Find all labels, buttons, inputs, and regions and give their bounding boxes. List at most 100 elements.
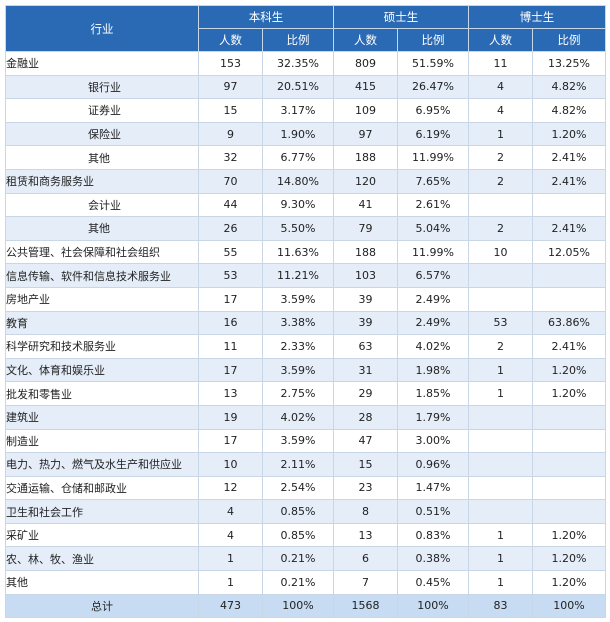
count-cell: 31 (333, 357, 398, 383)
ratio-cell: 9.30% (262, 192, 334, 218)
table-row: 卫生和社会工作 4 0.85% 8 0.51% (5, 499, 606, 524)
ratio-cell: 2.41% (532, 168, 606, 194)
industry-name: 文化、体育和娱乐业 (5, 357, 199, 383)
table-row: 证券业 15 3.17% 109 6.95% 4 4.82% (5, 98, 606, 123)
industry-name: 卫生和社会工作 (5, 499, 199, 524)
industry-name: 交通运输、仓储和邮政业 (5, 475, 199, 501)
table-row: 采矿业 4 0.85% 13 0.83% 1 1.20% (5, 522, 606, 548)
count-cell (468, 404, 533, 430)
ratio-cell: 11.99% (397, 239, 469, 265)
ratio-cell: 3.17% (262, 98, 334, 123)
total-count-cell: 1568 (333, 593, 398, 619)
ratio-cell: 63.86% (532, 310, 606, 336)
industry-name: 建筑业 (5, 404, 199, 430)
ratio-cell: 1.20% (532, 121, 606, 147)
count-cell: 17 (198, 428, 263, 454)
count-cell: 8 (333, 499, 398, 524)
count-cell: 17 (198, 286, 263, 312)
count-cell: 153 (198, 51, 263, 76)
count-cell: 11 (198, 334, 263, 359)
industry-name: 信息传输、软件和信息技术服务业 (5, 263, 199, 288)
count-cell: 39 (333, 310, 398, 336)
ratio-cell: 2.49% (397, 310, 469, 336)
count-cell: 15 (198, 98, 263, 123)
ratio-cell: 4.02% (262, 404, 334, 430)
table-row: 其他 32 6.77% 188 11.99% 2 2.41% (5, 145, 606, 170)
count-cell: 1 (468, 522, 533, 548)
ratio-cell: 2.49% (397, 286, 469, 312)
sub-industry-name: 其他 (5, 145, 199, 170)
count-cell (468, 475, 533, 501)
table-row: 公共管理、社会保障和社会组织 55 11.63% 188 11.99% 10 12.05% (5, 239, 606, 265)
ratio-cell: 2.41% (532, 145, 606, 170)
total-count-cell: 473 (198, 593, 263, 619)
ratio-cell: 0.21% (262, 570, 334, 595)
ratio-cell: 13.25% (532, 51, 606, 76)
count-cell: 1 (468, 570, 533, 595)
table-row: 教育 16 3.38% 39 2.49% 53 63.86% (5, 310, 606, 336)
count-cell: 415 (333, 74, 398, 100)
sub-industry-name: 证券业 (5, 98, 199, 123)
table-row: 文化、体育和娱乐业 17 3.59% 31 1.98% 1 1.20% (5, 357, 606, 383)
count-cell: 7 (333, 570, 398, 595)
count-cell: 9 (198, 121, 263, 147)
header-ratio: 比例 (532, 28, 606, 52)
ratio-cell: 1.47% (397, 475, 469, 501)
table-row: 银行业 97 20.51% 415 26.47% 4 4.82% (5, 74, 606, 100)
count-cell: 1 (198, 546, 263, 572)
count-cell: 12 (198, 475, 263, 501)
total-ratio-cell: 100% (532, 593, 606, 619)
count-cell: 109 (333, 98, 398, 123)
count-cell (468, 499, 533, 524)
ratio-cell: 3.59% (262, 428, 334, 454)
count-cell: 10 (198, 452, 263, 477)
count-cell: 16 (198, 310, 263, 336)
count-cell (468, 452, 533, 477)
ratio-cell: 3.59% (262, 286, 334, 312)
ratio-cell (532, 404, 606, 430)
ratio-cell: 1.20% (532, 381, 606, 406)
ratio-cell: 11.21% (262, 263, 334, 288)
count-cell: 79 (333, 216, 398, 241)
count-cell: 103 (333, 263, 398, 288)
ratio-cell: 2.33% (262, 334, 334, 359)
ratio-cell: 11.63% (262, 239, 334, 265)
ratio-cell: 7.65% (397, 168, 469, 194)
ratio-cell: 2.61% (397, 192, 469, 218)
count-cell: 15 (333, 452, 398, 477)
ratio-cell: 12.05% (532, 239, 606, 265)
header-bachelor: 本科生 (198, 5, 334, 29)
industry-name: 批发和零售业 (5, 381, 199, 406)
count-cell: 11 (468, 51, 533, 76)
count-cell: 1 (468, 381, 533, 406)
ratio-cell: 1.79% (397, 404, 469, 430)
industry-name: 公共管理、社会保障和社会组织 (5, 239, 199, 265)
table-row: 其他 1 0.21% 7 0.45% 1 1.20% (5, 570, 606, 595)
ratio-cell: 0.85% (262, 522, 334, 548)
industry-name: 金融业 (5, 51, 199, 76)
employment-industry-table: 行业 本科生 硕士生 博士生 人数 比例 人数 比例 人数 比例 金融业 153 3… (5, 5, 606, 619)
total-row: 总计 473 100% 1568 100% 83 100% (5, 593, 606, 619)
industry-name: 其他 (5, 570, 199, 595)
ratio-cell: 6.57% (397, 263, 469, 288)
table-row: 信息传输、软件和信息技术服务业 53 11.21% 103 6.57% (5, 263, 606, 288)
ratio-cell: 0.45% (397, 570, 469, 595)
count-cell: 39 (333, 286, 398, 312)
ratio-cell: 5.50% (262, 216, 334, 241)
table-row: 交通运输、仓储和邮政业 12 2.54% 23 1.47% (5, 475, 606, 501)
industry-name: 农、林、牧、渔业 (5, 546, 199, 572)
ratio-cell: 6.19% (397, 121, 469, 147)
ratio-cell: 6.77% (262, 145, 334, 170)
ratio-cell: 0.21% (262, 546, 334, 572)
count-cell: 97 (198, 74, 263, 100)
table-row: 保险业 9 1.90% 97 6.19% 1 1.20% (5, 121, 606, 147)
count-cell: 32 (198, 145, 263, 170)
ratio-cell: 3.59% (262, 357, 334, 383)
count-cell: 70 (198, 168, 263, 194)
ratio-cell: 1.20% (532, 570, 606, 595)
ratio-cell: 51.59% (397, 51, 469, 76)
count-cell: 4 (198, 522, 263, 548)
ratio-cell: 2.41% (532, 216, 606, 241)
count-cell: 17 (198, 357, 263, 383)
count-cell: 97 (333, 121, 398, 147)
